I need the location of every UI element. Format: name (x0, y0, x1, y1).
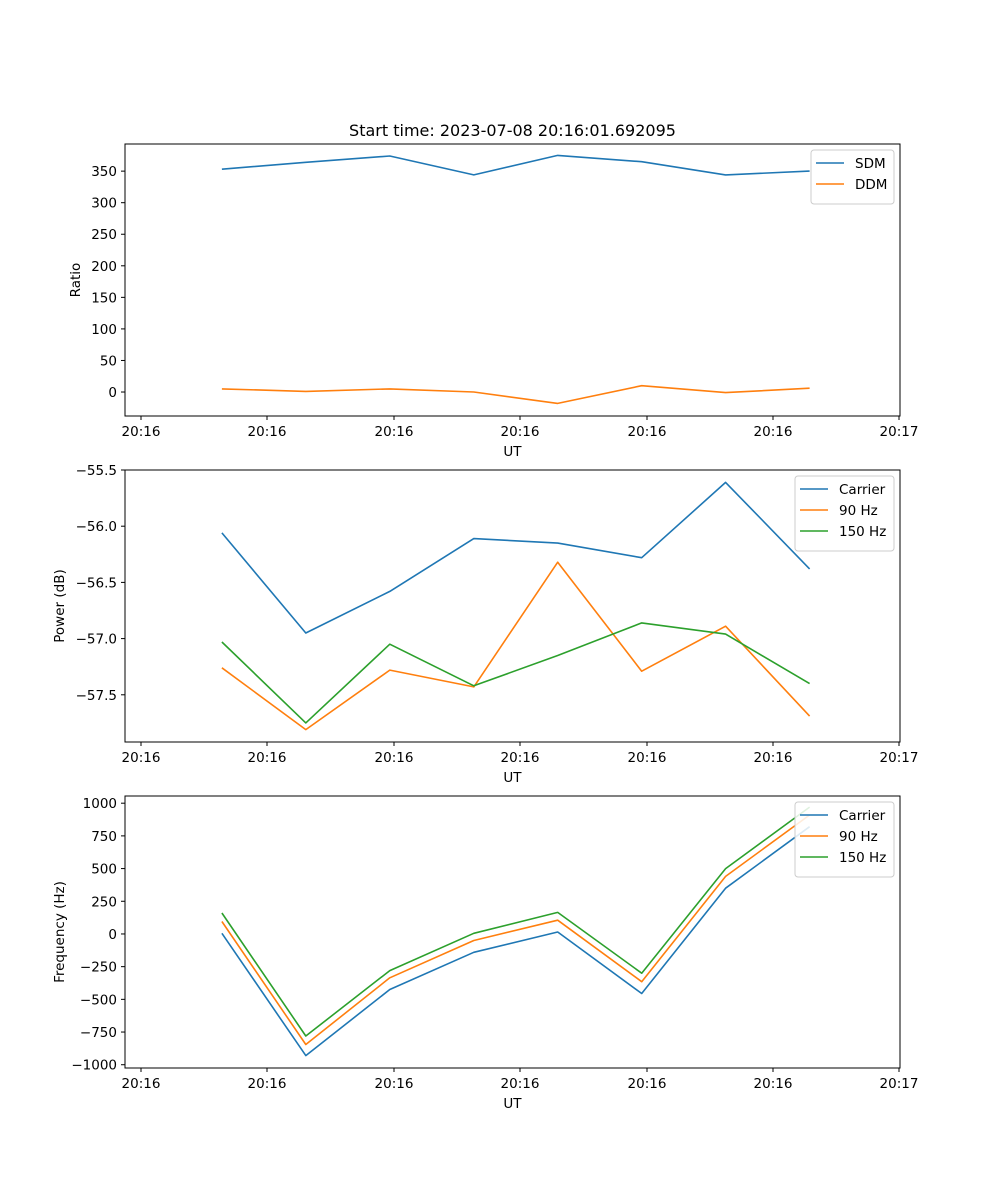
subplot-3: −1000 −750 −500 −250 0 250 500 750 1000 20:16 20:1… (52, 795, 919, 1112)
x-tick-label: 20:16 (122, 424, 161, 440)
y-tick-label: 0 (108, 927, 117, 943)
y-tick-label: 500 (91, 862, 117, 878)
x-tick-label: 20:16 (501, 424, 540, 440)
y-tick-label: 350 (91, 164, 117, 180)
series-line-150-hz (221, 622, 811, 724)
x-tick-label: 20:16 (754, 750, 793, 766)
legend-label: Carrier (839, 482, 886, 498)
y-tick-label: −55.5 (76, 463, 117, 479)
y-tick-label: 50 (100, 353, 117, 369)
x-tick-label: 20:16 (248, 750, 287, 766)
x-tick-label: 20:16 (628, 424, 667, 440)
y-tick-label: 250 (91, 227, 117, 243)
x-tick-label: 20:16 (375, 750, 414, 766)
y-tick-label: −1000 (71, 1058, 117, 1074)
legend: Carrier 90 Hz 150 Hz (794, 801, 895, 878)
x-tick-label: 20:16 (501, 750, 540, 766)
legend-label: DDM (855, 177, 887, 193)
y-tick-label: −57.0 (76, 632, 117, 648)
y-axis-label: Frequency (Hz) (52, 881, 68, 983)
x-tick-label: 20:16 (628, 750, 667, 766)
x-tick-label: 20:16 (375, 424, 414, 440)
y-tick-label: 0 (108, 385, 117, 401)
y-tick-label: −500 (80, 992, 117, 1008)
y-tick-label: 100 (91, 322, 117, 338)
y-tick-label: 750 (91, 829, 117, 845)
plot-frame (124, 795, 901, 1069)
legend: Carrier 90 Hz 150 Hz (794, 475, 895, 552)
x-tick-label: 20:16 (754, 1076, 793, 1092)
x-tick-label: 20:16 (248, 1076, 287, 1092)
x-tick-label: 20:16 (122, 1076, 161, 1092)
legend: SDM DDM (810, 149, 895, 205)
legend-label: 90 Hz (839, 503, 878, 519)
legend-label: 150 Hz (839, 524, 886, 540)
subplot-1: Start time: 2023-07-08 20:16:01.692095 0 5… (68, 121, 918, 460)
x-tick-label: 20:17 (880, 750, 919, 766)
series-line-carrier (221, 481, 811, 634)
y-tick-label: −250 (80, 960, 117, 976)
y-tick-label: 200 (91, 259, 117, 275)
x-tick-label: 20:17 (880, 424, 919, 440)
legend-label: 150 Hz (839, 850, 886, 866)
x-tick-label: 20:17 (880, 1076, 919, 1092)
subplot-2: −57.5 −57.0 −56.5 −56.0 −55.5 20:16 20:16 20:16… (52, 463, 918, 786)
x-axis-label: UT (503, 1096, 522, 1112)
x-axis-label: UT (503, 444, 522, 460)
x-tick-label: 20:16 (628, 1076, 667, 1092)
x-tick-label: 20:16 (501, 1076, 540, 1092)
series-line-90-hz (221, 561, 811, 731)
y-tick-label: 150 (91, 290, 117, 306)
legend-box (794, 801, 895, 878)
y-tick-label: 1000 (83, 796, 117, 812)
y-tick-label: −56.0 (76, 519, 117, 535)
chart-title: Start time: 2023-07-08 20:16:01.692095 (349, 121, 676, 140)
series-line-150-hz (221, 806, 811, 1037)
series-line-carrier (221, 826, 811, 1057)
x-tick-label: 20:16 (122, 750, 161, 766)
y-tick-label: 250 (91, 894, 117, 910)
y-axis-label: Power (dB) (52, 569, 68, 642)
legend-label: Carrier (839, 808, 886, 824)
y-tick-label: −56.5 (76, 575, 117, 591)
plot-frame (124, 143, 901, 417)
x-tick-label: 20:16 (754, 424, 793, 440)
x-tick-label: 20:16 (248, 424, 287, 440)
legend-label: SDM (855, 156, 886, 172)
y-tick-label: −750 (80, 1025, 117, 1041)
series-line-sdm (221, 154, 810, 176)
plot-frame (124, 469, 901, 743)
y-tick-label: 300 (91, 196, 117, 212)
series-line-ddm (221, 384, 810, 405)
x-axis-label: UT (503, 770, 522, 786)
y-tick-label: −57.5 (76, 688, 117, 704)
series-line-90-hz (221, 814, 811, 1046)
x-tick-label: 20:16 (375, 1076, 414, 1092)
subplots: Start time: 2023-07-08 20:16:01.692095 0 5… (52, 121, 918, 1112)
legend-label: 90 Hz (839, 829, 878, 845)
y-axis-label: Ratio (68, 263, 84, 298)
legend-box (794, 475, 895, 552)
